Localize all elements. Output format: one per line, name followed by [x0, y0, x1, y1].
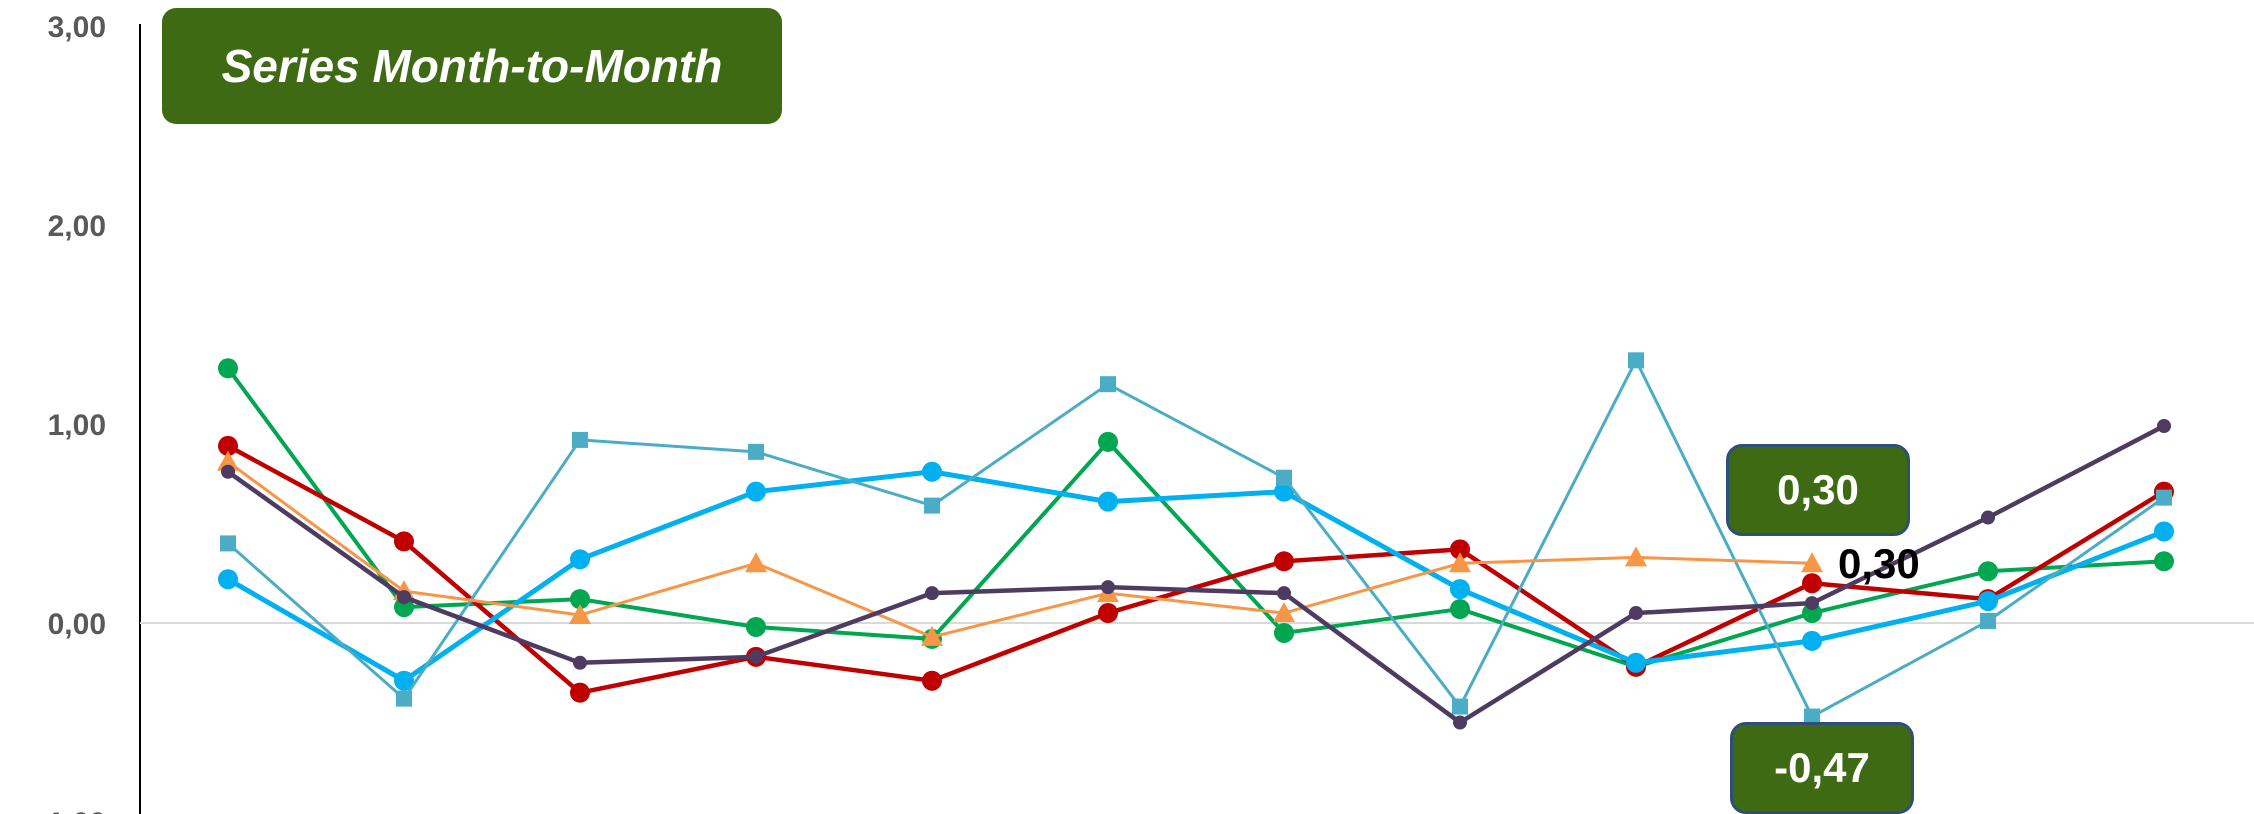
- data-point-marker: [1276, 469, 1292, 486]
- data-point-marker: [1277, 586, 1291, 601]
- data-point-marker: [1805, 596, 1819, 611]
- data-point-marker: [570, 682, 590, 703]
- y-tick-label: 2,00: [48, 210, 106, 243]
- chart-title: Series Month-to-Month: [221, 40, 723, 92]
- data-point-marker: [1273, 602, 1295, 623]
- data-point-marker: [748, 443, 764, 460]
- data-point-marker: [218, 435, 238, 456]
- series-line: [225, 443, 2167, 695]
- data-point-marker: [572, 431, 588, 448]
- callout-low-value: -0,47: [1730, 722, 1914, 814]
- data-point-marker: [1980, 613, 1996, 630]
- data-point-marker: [922, 461, 942, 482]
- data-point-marker: [1098, 431, 1118, 452]
- data-point-marker: [1101, 580, 1115, 595]
- y-tick-label: 3,00: [48, 11, 106, 44]
- data-point-marker: [1098, 491, 1118, 512]
- data-point-marker: [218, 569, 238, 590]
- y-tick-label: 1,00: [48, 409, 106, 442]
- data-point-marker: [1802, 630, 1822, 651]
- data-point-marker: [569, 604, 591, 625]
- data-point-marker: [1450, 539, 1470, 560]
- chart-title-box: Series Month-to-Month: [162, 8, 782, 124]
- data-point-marker: [221, 464, 235, 479]
- data-point-marker: [925, 586, 939, 601]
- data-point-marker: [1098, 603, 1118, 624]
- data-point-marker: [570, 589, 590, 610]
- data-point-marker: [570, 549, 590, 570]
- data-point-marker: [749, 649, 763, 664]
- data-point-marker: [573, 655, 587, 670]
- series-line: [226, 460, 1814, 639]
- data-point-marker: [924, 497, 940, 514]
- series-line: [226, 358, 2166, 719]
- series-line: [226, 366, 2166, 669]
- data-point-marker: [1449, 552, 1471, 573]
- data-point-label: 0,30: [1838, 540, 1920, 587]
- series-6: [221, 418, 2171, 730]
- data-point-marker: [1804, 708, 1820, 725]
- data-point-marker: [1981, 510, 1995, 525]
- data-point-marker: [220, 535, 236, 552]
- data-point-marker: [2154, 551, 2174, 572]
- data-point-marker: [2157, 418, 2171, 433]
- data-point-marker: [1978, 561, 1998, 582]
- callout-high-value: 0,30: [1726, 444, 1910, 536]
- series-4: [220, 352, 2172, 725]
- y-tick-label: -1,00: [38, 807, 106, 814]
- data-point-marker: [1453, 715, 1467, 730]
- data-point-marker: [1100, 376, 1116, 393]
- axis-layer: 3,00 2,00 1,00 0,00 -1,00: [38, 11, 2254, 814]
- data-point-marker: [745, 552, 767, 573]
- data-point-marker: [1628, 352, 1644, 369]
- data-point-marker: [1450, 599, 1470, 620]
- data-point-marker: [397, 590, 411, 605]
- data-point-marker: [2154, 521, 2174, 542]
- data-point-marker: [1629, 606, 1643, 621]
- data-point-marker: [394, 597, 414, 618]
- data-point-marker: [1450, 579, 1470, 600]
- y-tick-label: 0,00: [48, 608, 106, 641]
- data-point-marker: [1274, 622, 1294, 643]
- data-point-marker: [218, 358, 238, 379]
- data-point-marker: [217, 450, 239, 471]
- series-line: [225, 469, 2167, 684]
- data-point-marker: [1452, 698, 1468, 715]
- data-point-marker: [1626, 652, 1646, 673]
- series-layer: [217, 352, 2174, 730]
- data-point-marker: [394, 531, 414, 552]
- data-point-marker: [746, 616, 766, 637]
- data-point-marker: [921, 625, 943, 646]
- data-point-marker: [396, 690, 412, 707]
- data-point-marker: [746, 481, 766, 502]
- data-point-marker: [1625, 546, 1647, 567]
- series-line: [225, 423, 2167, 725]
- data-point-marker: [1801, 552, 1823, 573]
- data-point-marker: [2156, 489, 2172, 506]
- data-point-marker: [922, 670, 942, 691]
- data-point-marker: [394, 670, 414, 691]
- data-point-marker: [1978, 591, 1998, 612]
- data-point-marker: [1274, 551, 1294, 572]
- data-point-marker: [1802, 603, 1822, 624]
- data-point-marker: [1802, 573, 1822, 594]
